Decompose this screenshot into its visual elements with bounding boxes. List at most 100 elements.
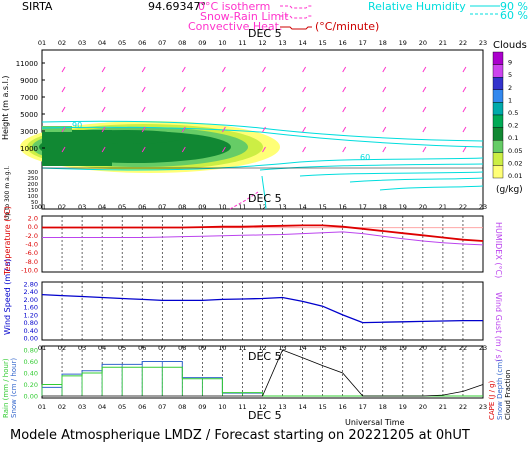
hour-tick-label: 09	[198, 203, 206, 211]
wind-barb	[342, 126, 347, 133]
hour-tick-label: 23	[479, 344, 487, 352]
height-tick-label: 9000	[20, 77, 38, 85]
hour-tick-label: 10	[218, 203, 226, 211]
wind-series	[41, 293, 483, 324]
hour-tick-label: 17	[359, 39, 367, 47]
relative-humidity-contours: 90 60	[41, 120, 484, 210]
cloud-legend-unit: (g/kg)	[496, 185, 523, 195]
hour-tick-label: 02	[58, 203, 66, 211]
temperature-line	[42, 224, 484, 242]
date-label-precip: DEC 5	[248, 350, 282, 363]
y-tick-label: 2.40	[24, 288, 38, 296]
cloud-legend-swatch	[492, 102, 504, 116]
wind-barb	[462, 146, 467, 153]
hour-tick-label: 04	[98, 203, 106, 211]
wind-y-ticks: 2.802.402.001.601.200.800.400.00	[24, 281, 38, 343]
universal-time-label: Universal Time	[345, 418, 405, 427]
wind-barb	[262, 106, 266, 113]
wind-barb	[342, 66, 347, 73]
hour-tick-label: 14	[298, 403, 306, 411]
height-tick-label-lower: 50	[31, 200, 38, 206]
wind-barb	[382, 106, 387, 113]
wind-barb	[221, 146, 226, 153]
legend-rh-60: 60 %	[500, 9, 528, 22]
hour-tick-label: 11	[238, 203, 246, 211]
legend-relative-humidity: Relative Humidity	[368, 0, 466, 13]
y-tick-label: -2.0	[25, 232, 38, 240]
hour-labels-bottom: 01 02 03 04 05 06 07 08 09 10 11 12 13 14 15 16 17 18 19 20…	[38, 403, 487, 411]
legend-isotherm: 0°C isotherm	[198, 0, 270, 13]
hour-tick-label: 19	[399, 39, 407, 47]
isotherm-line	[229, 191, 259, 210]
y-tick-label: -10.0	[21, 267, 38, 275]
wind-barb	[342, 106, 347, 113]
y-tick-label: -6.0	[25, 249, 38, 257]
cloud-panel: DEC 5 01 02 03 04 05 06 07 08 09 10 11 12 13 14 15 16 17…	[1, 27, 487, 220]
height-axis-label: Height (m a.s.l.)	[1, 76, 10, 141]
temperature-y-ticks: 2.00.0-2.0-4.0-6.0-8.0-10.0	[21, 215, 38, 275]
hour-tick-label: 20	[419, 203, 427, 211]
height-tick-label-lower: 10	[31, 205, 38, 211]
hour-tick-label: 21	[439, 39, 447, 47]
temperature-series	[42, 224, 484, 246]
cloud-legend-level: 2	[508, 84, 512, 92]
y-tick-label: 0.00	[24, 393, 38, 401]
hour-tick-label: 03	[78, 403, 86, 411]
wind-barb	[61, 66, 66, 73]
precipitation-y-ticks: 0.80 0.60 0.40 0.20 0.00	[24, 347, 38, 401]
hour-tick-label: 06	[138, 39, 146, 47]
hour-tick-label: 20	[419, 39, 427, 47]
hour-tick-label: 12	[258, 203, 266, 211]
hour-tick-label: 14	[298, 203, 306, 211]
hour-tick-label: 23	[479, 39, 487, 47]
cape-axis-label: CAPE (J / g)	[488, 380, 496, 420]
wind-barb	[61, 126, 66, 133]
wind-barb	[382, 146, 387, 153]
wind-barb	[101, 86, 106, 93]
cloud-legend-swatch	[492, 51, 504, 65]
y-tick-label: 0.80	[24, 347, 38, 355]
hour-tick-label: 08	[178, 39, 186, 47]
humidex-line	[42, 231, 484, 246]
hour-tick-label: 05	[118, 203, 126, 211]
cloud-legend-swatch	[492, 64, 504, 78]
wind-speed-line	[41, 293, 483, 324]
wind-grid	[61, 282, 464, 340]
temperature-panel: DEC 5 2.00.0-2.0-4.0-6.0-8.0-10.0 Temper…	[3, 192, 503, 278]
lower-height-axis-label: Up to 300 m a.g.l.	[4, 166, 11, 220]
hour-labels-mid: 01 02 03 04 05 06 07 08 09 10 11 12 13 14 15 16 17 18 19 20…	[38, 203, 487, 211]
cloud-legend-swatch	[492, 165, 504, 179]
temperature-axis-label: Temperature (°C)	[3, 206, 12, 276]
hour-tick-label: 17	[359, 203, 367, 211]
footer-caption: Modele Atmospherique LMDZ / Forecast sta…	[10, 428, 470, 443]
y-tick-label: 0.0	[28, 223, 38, 231]
hour-tick-label: 22	[459, 203, 467, 211]
wind-barb	[141, 146, 146, 153]
cloud-legend-swatch	[492, 76, 504, 90]
legend-rh-90: 90 %	[500, 0, 528, 13]
cloud-legend-level: 9	[508, 59, 512, 67]
hour-tick-label: 21	[439, 203, 447, 211]
wind-barb	[181, 86, 186, 93]
hour-tick-label: 23	[479, 403, 487, 411]
hour-tick-label: 04	[98, 403, 106, 411]
hour-tick-label: 02	[58, 39, 66, 47]
rh-contour-label-60: 60	[360, 153, 370, 162]
y-tick-label: 2.80	[24, 281, 38, 289]
y-tick-label: 0.60	[24, 358, 38, 366]
hour-tick-label: 04	[98, 39, 106, 47]
wind-barb	[221, 126, 226, 133]
hour-tick-label: 13	[278, 403, 286, 411]
wind-barb	[262, 86, 266, 93]
wind-barb	[141, 66, 146, 73]
wind-barb	[302, 86, 307, 93]
height-tick-label: 1000	[20, 145, 38, 153]
wind-barb	[302, 66, 307, 73]
hour-tick-label: 11	[238, 403, 246, 411]
hour-tick-label: 21	[439, 403, 447, 411]
height-tick-label: 11000	[16, 60, 38, 68]
hour-tick-label: 22	[459, 39, 467, 47]
hour-tick-label: 14	[298, 39, 306, 47]
cloud-legend-swatch	[492, 114, 504, 128]
hour-tick-label: 18	[379, 203, 387, 211]
